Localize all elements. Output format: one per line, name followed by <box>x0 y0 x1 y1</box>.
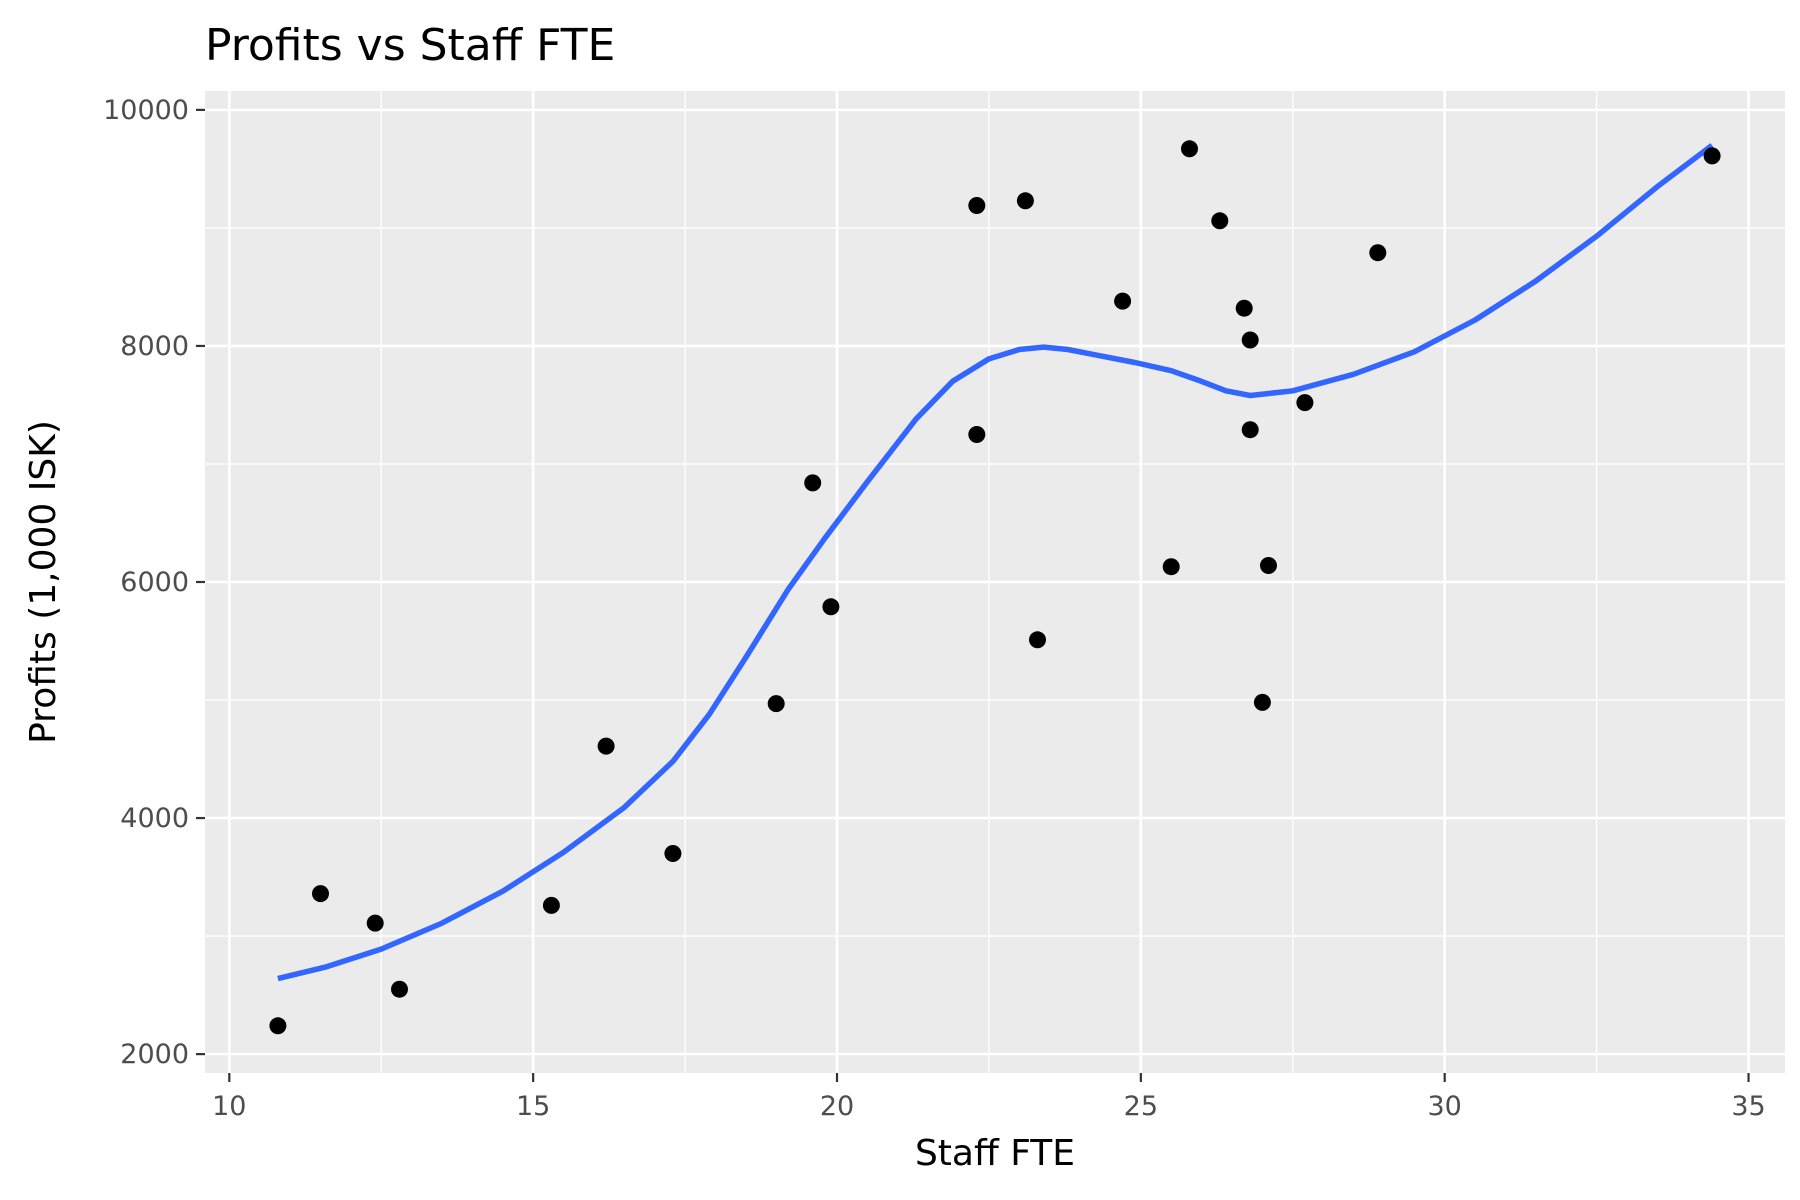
chart-title: Profits vs Staff FTE <box>205 20 615 71</box>
data-point <box>1211 212 1229 230</box>
x-tick-label: 10 <box>212 1091 246 1122</box>
x-tick-label: 20 <box>820 1091 854 1122</box>
x-tick-label: 25 <box>1124 1091 1158 1122</box>
y-tick-label: 6000 <box>120 567 189 598</box>
x-tick-label: 30 <box>1428 1091 1462 1122</box>
major-gridlines <box>205 91 1785 1073</box>
data-point <box>366 914 384 932</box>
data-point <box>1162 558 1180 576</box>
data-point <box>597 737 615 755</box>
smooth-trend-line <box>277 143 1714 982</box>
data-point <box>664 845 682 862</box>
data-point <box>968 426 986 443</box>
x-tick-label: 35 <box>1731 1091 1765 1122</box>
data-point <box>1703 147 1721 165</box>
data-point <box>822 598 840 616</box>
y-tick-label: 2000 <box>120 1039 189 1070</box>
data-point <box>767 695 785 713</box>
data-point <box>312 885 329 903</box>
data-points <box>269 140 1721 1035</box>
data-point <box>968 197 986 214</box>
data-point <box>1369 244 1387 262</box>
data-point <box>1181 140 1198 158</box>
data-point <box>1235 299 1253 317</box>
data-point <box>391 980 408 998</box>
x-tick-label: 15 <box>516 1091 550 1122</box>
data-point <box>1296 394 1314 412</box>
smooth-line-layer <box>277 143 1714 982</box>
data-point <box>1114 292 1132 310</box>
data-point <box>1260 557 1277 574</box>
x-axis: 10 15 20 25 30 35 <box>212 1073 1766 1122</box>
y-axis-title: Profits (1,000 ISK) <box>23 420 64 744</box>
y-axis: 2000 4000 6000 8000 10000 <box>103 95 205 1070</box>
data-point <box>269 1017 287 1035</box>
data-point <box>1241 331 1259 349</box>
y-tick-label: 10000 <box>103 95 189 126</box>
y-tick-label: 8000 <box>120 331 189 362</box>
data-point <box>1016 192 1034 210</box>
data-point <box>1029 631 1046 649</box>
data-point <box>804 474 822 492</box>
data-point <box>1253 693 1271 711</box>
data-point <box>1241 421 1259 439</box>
x-axis-title: Staff FTE <box>915 1133 1075 1174</box>
data-point <box>542 896 560 914</box>
y-tick-label: 4000 <box>120 803 189 834</box>
